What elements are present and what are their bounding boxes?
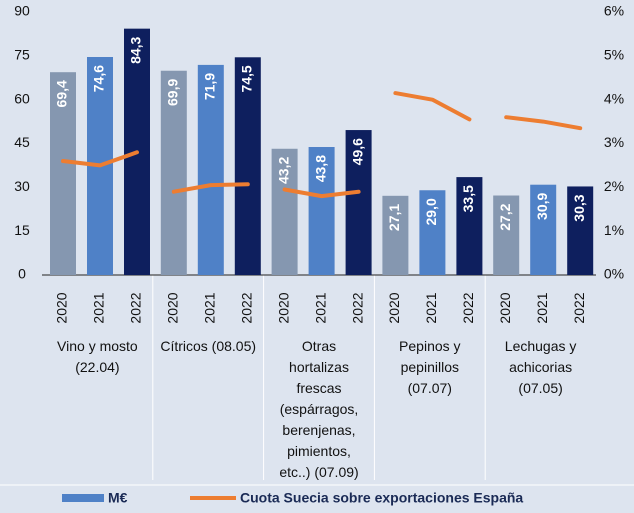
value-label: 74,5: [239, 65, 255, 92]
line: [171, 182, 250, 194]
x-tick-label: 2022: [349, 292, 365, 323]
legend-label: M€: [108, 490, 128, 506]
x-tick-label: 2021: [423, 292, 439, 323]
value-label: 84,3: [128, 36, 144, 63]
value-label: 27,1: [386, 204, 402, 231]
x-tick-label: 2020: [275, 292, 291, 323]
line: [393, 91, 472, 122]
x-tick-label: 2022: [460, 292, 476, 323]
bar: [419, 190, 446, 275]
y-tick-label: 15: [14, 222, 30, 238]
y2-tick-label: 5%: [604, 47, 624, 63]
bar: [197, 64, 224, 276]
y-tick-label: 75: [14, 47, 30, 63]
x-tick-label: 2021: [91, 292, 107, 323]
bar: [530, 184, 557, 275]
y-tick-label: 0: [18, 266, 26, 282]
x-tick-label: 2021: [202, 292, 218, 323]
value-label: 30,3: [571, 194, 587, 221]
line: [282, 187, 361, 199]
y2-tick-label: 1%: [604, 222, 624, 238]
value-label: 74,6: [91, 65, 107, 92]
line: [61, 150, 139, 168]
y2-tick-label: 6%: [604, 3, 624, 19]
x-tick-label: 2020: [54, 292, 70, 323]
value-label: 49,6: [349, 138, 365, 165]
value-label: 27,2: [497, 203, 513, 230]
bar: [308, 147, 335, 275]
value-label: 69,4: [54, 80, 70, 107]
bar: [234, 57, 261, 275]
value-label: 71,9: [202, 73, 218, 100]
group-label: Vino y mosto (22.04): [57, 338, 138, 375]
x-tick-label: 2021: [312, 292, 328, 323]
bar: [493, 195, 520, 275]
value-label: 43,2: [275, 157, 291, 184]
group-label: Lechugas y achicorias (07.05): [504, 338, 577, 396]
y2-tick-label: 0%: [604, 266, 624, 282]
bar: [160, 70, 187, 275]
value-label: 29,0: [423, 198, 439, 225]
bar: [567, 186, 594, 275]
x-tick-label: 2020: [497, 292, 513, 323]
x-tick-label: 2020: [386, 292, 402, 323]
bar: [345, 130, 372, 275]
x-tick-label: 2022: [128, 292, 144, 323]
value-label: 43,8: [312, 155, 328, 182]
bar: [271, 148, 298, 275]
x-tick-label: 2021: [534, 292, 550, 323]
y-tick-label: 90: [14, 3, 30, 19]
x-tick-label: 2020: [165, 292, 181, 323]
bar: [382, 195, 409, 275]
legend-swatch: [62, 494, 104, 502]
y2-tick-label: 4%: [604, 90, 624, 106]
legend-label: Cuota Suecia sobre exportaciones España: [240, 490, 523, 506]
y-tick-label: 30: [14, 178, 30, 194]
y2-tick-label: 3%: [604, 134, 624, 150]
bar: [456, 177, 483, 275]
value-label: 33,5: [460, 185, 476, 212]
x-tick-label: 2022: [239, 292, 255, 323]
value-label: 69,9: [165, 79, 181, 106]
x-tick-label: 2022: [571, 292, 587, 323]
value-label: 30,9: [534, 192, 550, 219]
group-label: Pepinos y pepinillos (07.07): [399, 338, 461, 396]
bar: [50, 72, 76, 275]
group-label: Cítricos (08.05): [160, 338, 257, 354]
y2-tick-label: 2%: [604, 178, 624, 194]
line: [504, 115, 583, 131]
y-tick-label: 45: [14, 134, 30, 150]
y-tick-label: 60: [14, 90, 30, 106]
group-label: Otras hortalizas frescas (espárragos, be…: [279, 338, 359, 480]
